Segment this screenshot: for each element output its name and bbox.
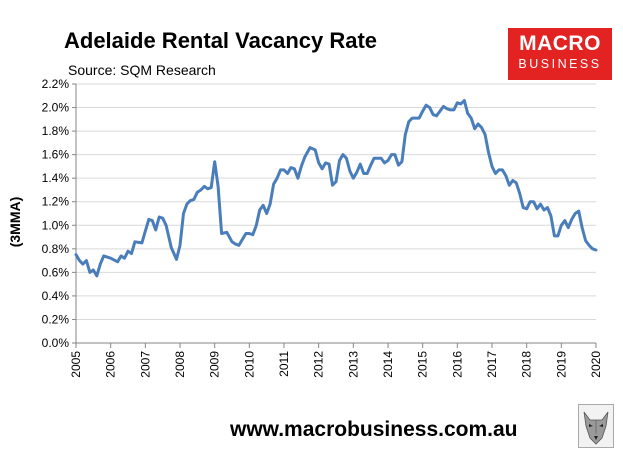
y-tick-label: 1.0% xyxy=(42,218,70,232)
y-tick-label: 0.8% xyxy=(42,242,70,256)
x-tick-label: 2014 xyxy=(381,351,395,378)
x-tick-label: 2016 xyxy=(450,351,464,378)
y-tick-label: 1.2% xyxy=(42,195,70,209)
x-tick-label: 2020 xyxy=(589,351,603,378)
x-tick-label: 2005 xyxy=(69,351,83,378)
y-tick-label: 1.6% xyxy=(42,148,70,162)
y-tick-label: 1.4% xyxy=(42,171,70,185)
series-line xyxy=(74,99,598,278)
x-tick-label: 2010 xyxy=(242,351,256,378)
footer-url: www.macrobusiness.com.au xyxy=(230,418,518,441)
wolf-icon xyxy=(578,404,614,448)
logo-line-1: MACRO xyxy=(519,32,601,55)
chart-title: Adelaide Rental Vacancy Rate xyxy=(64,28,378,53)
y-tick-label: 2.0% xyxy=(42,101,70,115)
x-tick-label: 2017 xyxy=(485,351,499,378)
chart-source: Source: SQM Research xyxy=(68,62,216,78)
x-tick-labels: 2005 2006 2007 2008 2009 2010 2011 2012 2013 2014… xyxy=(69,351,603,378)
x-tick-label: 2018 xyxy=(520,351,534,378)
logo-line-2: BUSINESS xyxy=(518,57,602,71)
y-tick-label: 0.2% xyxy=(42,312,70,326)
x-tick-label: 2019 xyxy=(554,351,568,378)
macrobusiness-logo: MACRO BUSINESS xyxy=(508,28,612,80)
x-tick-label: 2006 xyxy=(104,351,118,378)
x-tick-label: 2015 xyxy=(416,351,430,378)
y-tick-label: 2.2% xyxy=(42,77,70,91)
x-tick-label: 2008 xyxy=(173,351,187,378)
y-tick-label: 1.8% xyxy=(42,124,70,138)
x-tick-label: 2012 xyxy=(312,351,326,378)
axes xyxy=(72,83,597,348)
y-tick-label: 0.6% xyxy=(42,265,70,279)
y-tick-labels: 0.0% 0.2% 0.4% 0.6% 0.8% 1.0% 1.2% 1.4% 1.6% 1.8%… xyxy=(42,77,70,350)
x-tick-label: 2011 xyxy=(277,351,291,377)
y-tick-label: 0.0% xyxy=(42,336,70,350)
series xyxy=(74,99,598,278)
gridlines xyxy=(76,83,596,320)
x-tick-label: 2009 xyxy=(208,351,222,378)
x-tick-label: 2007 xyxy=(138,351,152,378)
y-tick-label: 0.4% xyxy=(42,289,70,303)
y-axis-label: (3MMA) xyxy=(7,197,23,248)
x-tick-label: 2013 xyxy=(346,351,360,378)
